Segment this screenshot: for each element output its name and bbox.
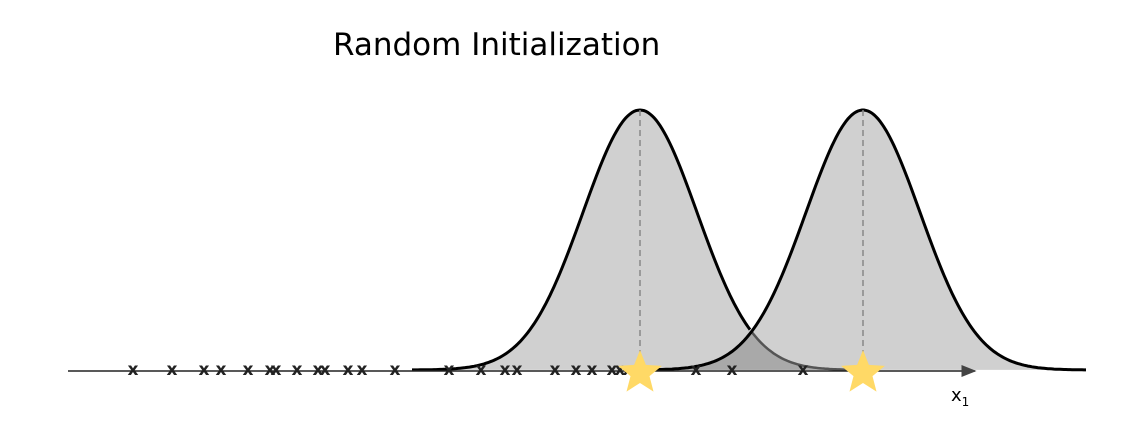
point: x xyxy=(727,360,738,380)
gaussians xyxy=(412,108,1086,372)
point: x xyxy=(512,360,523,380)
point: x xyxy=(571,360,582,380)
point: x xyxy=(243,360,254,380)
point: x xyxy=(476,360,487,380)
point: x xyxy=(615,360,626,380)
point: x xyxy=(343,360,354,380)
title: Random Initialization xyxy=(333,27,660,63)
point: x xyxy=(216,360,227,380)
gaussian-curve xyxy=(412,108,752,372)
gaussian-curve xyxy=(636,108,1086,372)
point: x xyxy=(313,360,324,380)
center-star xyxy=(618,350,662,392)
point: x xyxy=(607,360,618,380)
point: x xyxy=(691,360,702,380)
axis-label-main: x xyxy=(951,385,962,406)
gaussian-fill xyxy=(636,110,1086,370)
point: x xyxy=(265,360,276,380)
overlap-fill xyxy=(636,332,868,370)
point: x xyxy=(587,360,598,380)
point: x xyxy=(128,360,139,380)
point: x xyxy=(550,360,561,380)
point: x xyxy=(292,360,303,380)
centers xyxy=(618,350,885,392)
point: x xyxy=(798,360,809,380)
point: x xyxy=(271,360,282,380)
point: x xyxy=(500,360,511,380)
point: x xyxy=(167,360,178,380)
axis-label: x1 xyxy=(951,385,969,409)
point: x xyxy=(320,360,331,380)
center-star xyxy=(841,350,885,392)
point: x xyxy=(199,360,210,380)
point: x xyxy=(444,360,455,380)
gaussian-fill xyxy=(412,110,868,370)
point: x xyxy=(357,360,368,380)
point: x xyxy=(390,360,401,380)
axis-label-sub: 1 xyxy=(962,395,970,409)
